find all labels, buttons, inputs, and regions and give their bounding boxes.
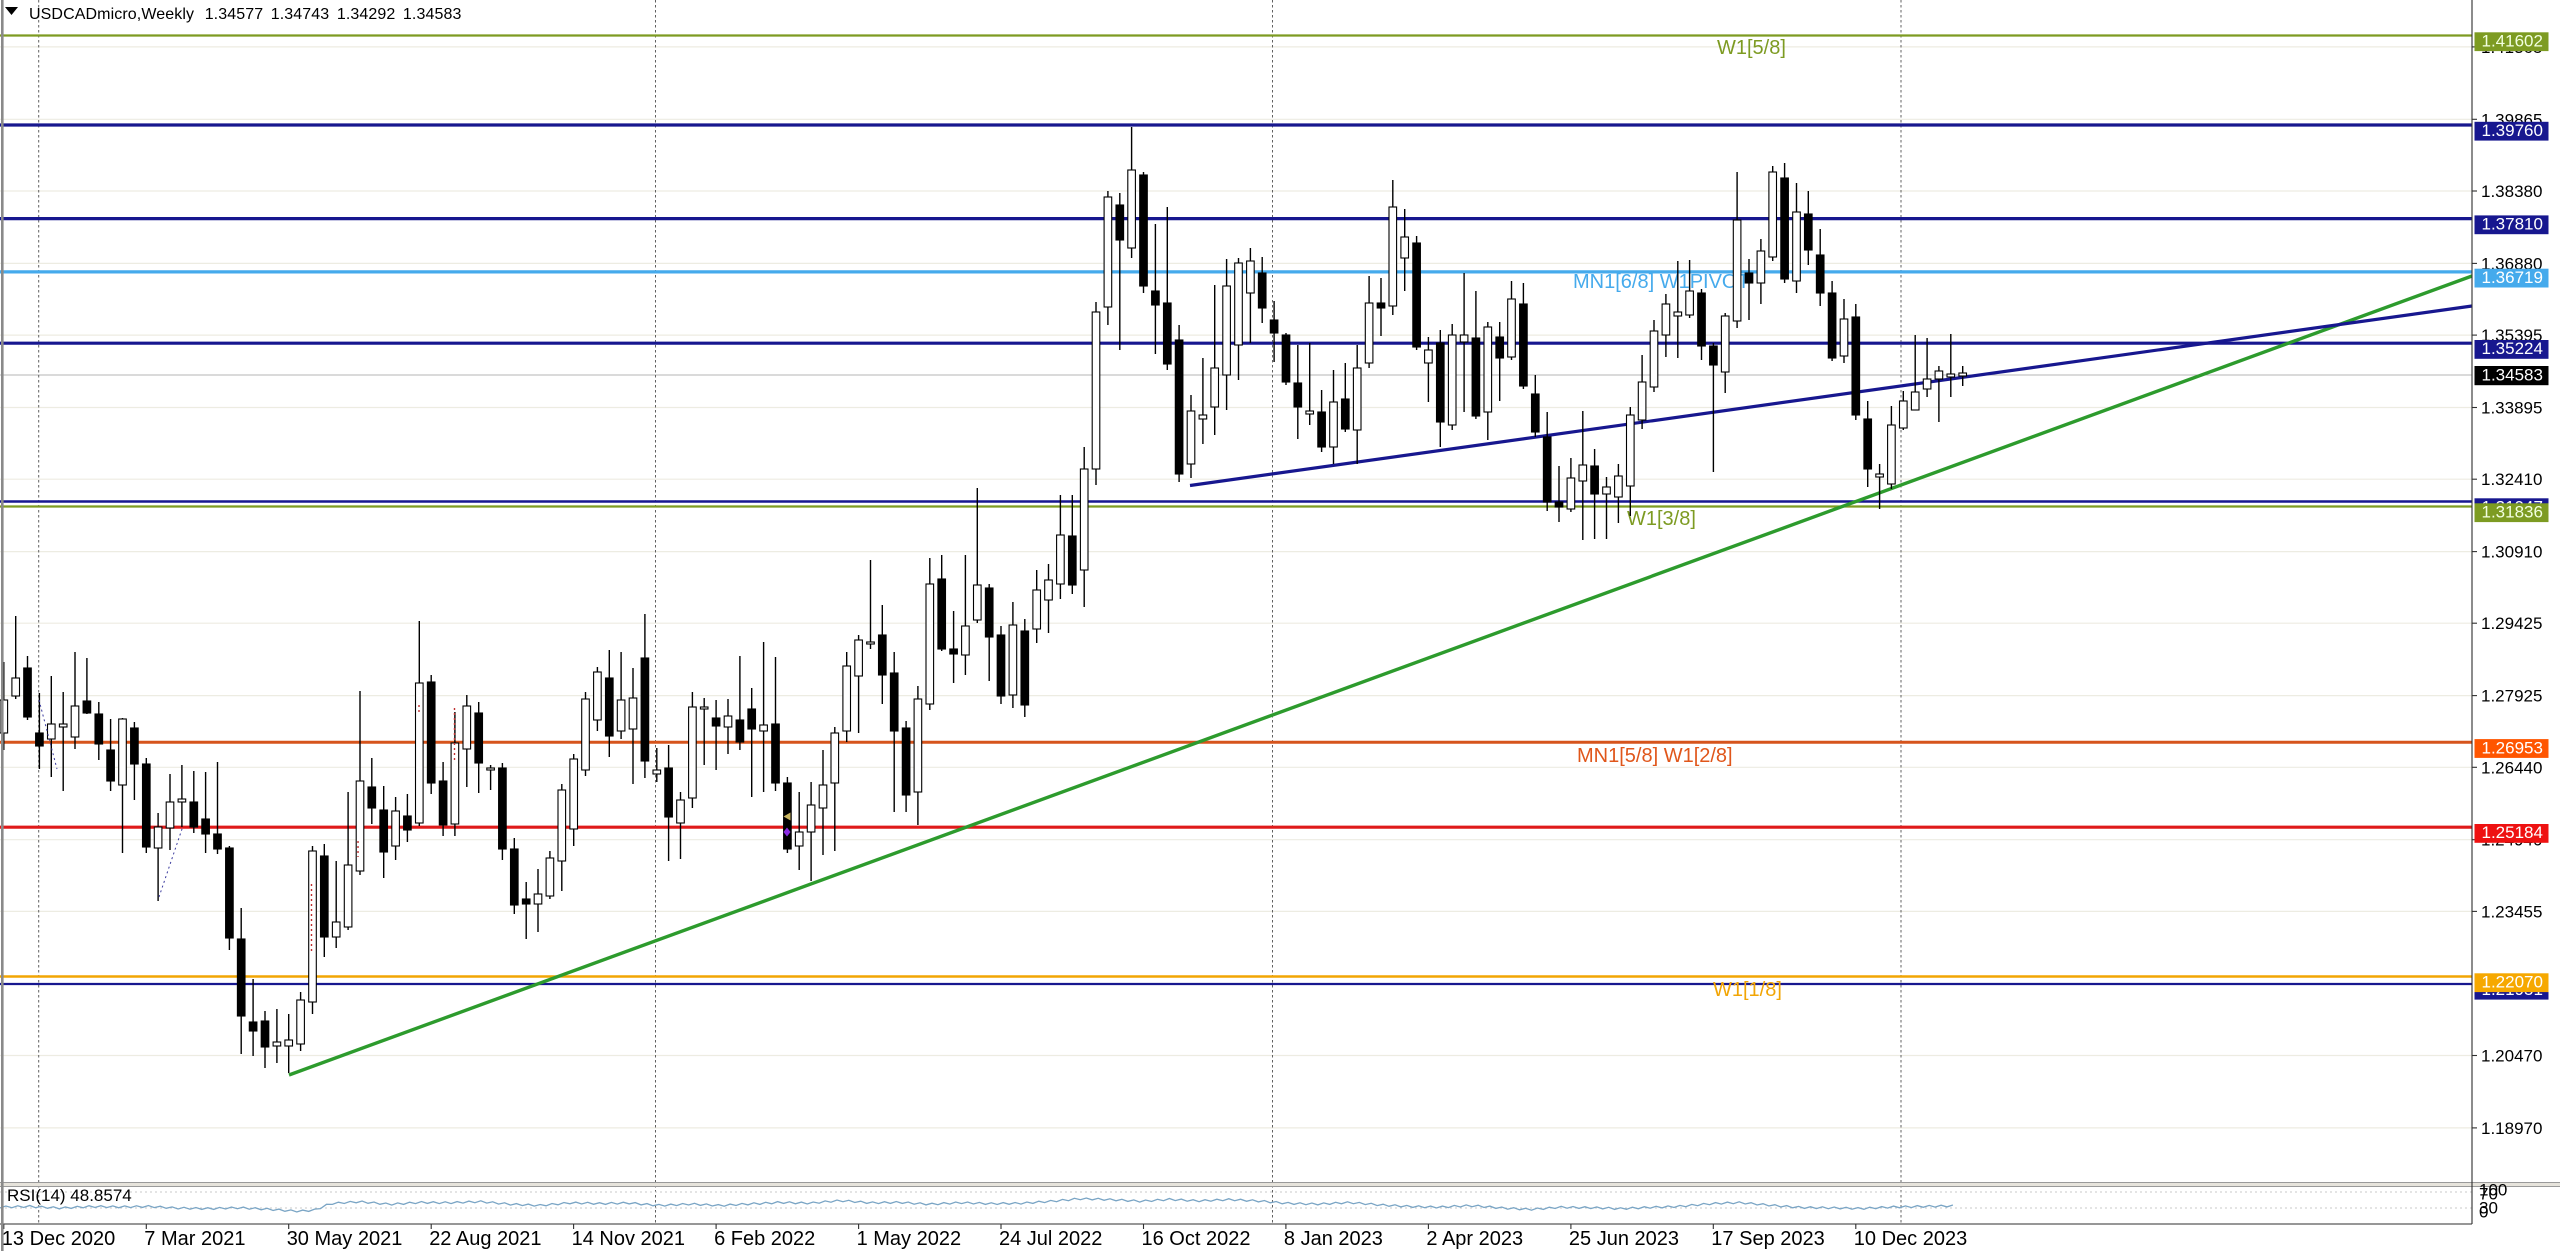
svg-text:30: 30: [2479, 1199, 2498, 1218]
svg-text:17 Sep 2023: 17 Sep 2023: [1711, 1228, 1824, 1250]
svg-text:22 Aug 2021: 22 Aug 2021: [429, 1228, 541, 1250]
svg-text:24 Jul 2022: 24 Jul 2022: [999, 1228, 1102, 1250]
svg-text:7 Mar 2021: 7 Mar 2021: [144, 1228, 245, 1250]
svg-text:1.35224: 1.35224: [2482, 339, 2543, 358]
svg-text:1.25184: 1.25184: [2482, 823, 2543, 842]
svg-text:1.20470: 1.20470: [2481, 1047, 2542, 1066]
svg-text:8 Jan 2023: 8 Jan 2023: [1284, 1228, 1383, 1250]
svg-text:USDCADmicro,Weekly: USDCADmicro,Weekly: [29, 6, 194, 23]
svg-text:70: 70: [2479, 1185, 2498, 1204]
svg-text:1.38380: 1.38380: [2481, 182, 2542, 201]
svg-text:MN1[6/8] W1PIVOT: MN1[6/8] W1PIVOT: [1573, 271, 1750, 293]
svg-text:1.34577 1.34743 1.34292 1.3458: 1.34577 1.34743 1.34292 1.34583: [205, 6, 462, 23]
svg-text:W1[3/8]: W1[3/8]: [1627, 508, 1696, 530]
svg-text:RSI(14) 48.8574: RSI(14) 48.8574: [7, 1186, 132, 1205]
svg-text:MN1[5/8] W1[2/8]: MN1[5/8] W1[2/8]: [1577, 745, 1733, 767]
svg-text:16 Oct 2022: 16 Oct 2022: [1142, 1228, 1251, 1250]
svg-text:1.22070: 1.22070: [2482, 973, 2543, 992]
svg-text:100: 100: [2479, 1181, 2507, 1200]
svg-text:1.36719: 1.36719: [2482, 268, 2543, 287]
svg-text:2 Apr 2023: 2 Apr 2023: [1426, 1228, 1523, 1250]
svg-text:1.32410: 1.32410: [2481, 470, 2542, 489]
svg-text:10 Dec 2023: 10 Dec 2023: [1854, 1228, 1967, 1250]
svg-text:13 Dec 2020: 13 Dec 2020: [2, 1228, 115, 1250]
svg-text:1.23455: 1.23455: [2481, 902, 2542, 921]
svg-text:14 Nov 2021: 14 Nov 2021: [572, 1228, 685, 1250]
svg-text:1 May 2022: 1 May 2022: [857, 1228, 962, 1250]
svg-text:1.27925: 1.27925: [2481, 687, 2542, 706]
svg-text:1.30910: 1.30910: [2481, 543, 2542, 562]
svg-text:W1[1/8]: W1[1/8]: [1713, 979, 1782, 1001]
svg-text:25 Jun 2023: 25 Jun 2023: [1569, 1228, 1679, 1250]
svg-text:1.39760: 1.39760: [2482, 121, 2543, 140]
svg-text:1.36880: 1.36880: [2481, 254, 2542, 273]
svg-text:1.41602: 1.41602: [2482, 32, 2543, 51]
svg-text:1.26953: 1.26953: [2482, 738, 2543, 757]
svg-text:1.31836: 1.31836: [2482, 503, 2543, 522]
svg-text:1.18970: 1.18970: [2481, 1119, 2542, 1138]
svg-text:1.37810: 1.37810: [2482, 215, 2543, 234]
svg-text:6 Feb 2022: 6 Feb 2022: [714, 1228, 815, 1250]
svg-text:30 May 2021: 30 May 2021: [287, 1228, 403, 1250]
svg-text:1.34583: 1.34583: [2482, 366, 2543, 385]
svg-text:W1[5/8]: W1[5/8]: [1717, 37, 1786, 59]
svg-text:0: 0: [2479, 1203, 2488, 1222]
svg-text:1.29425: 1.29425: [2481, 614, 2542, 633]
svg-text:1.26440: 1.26440: [2481, 758, 2542, 777]
svg-text:1.33895: 1.33895: [2481, 399, 2542, 418]
